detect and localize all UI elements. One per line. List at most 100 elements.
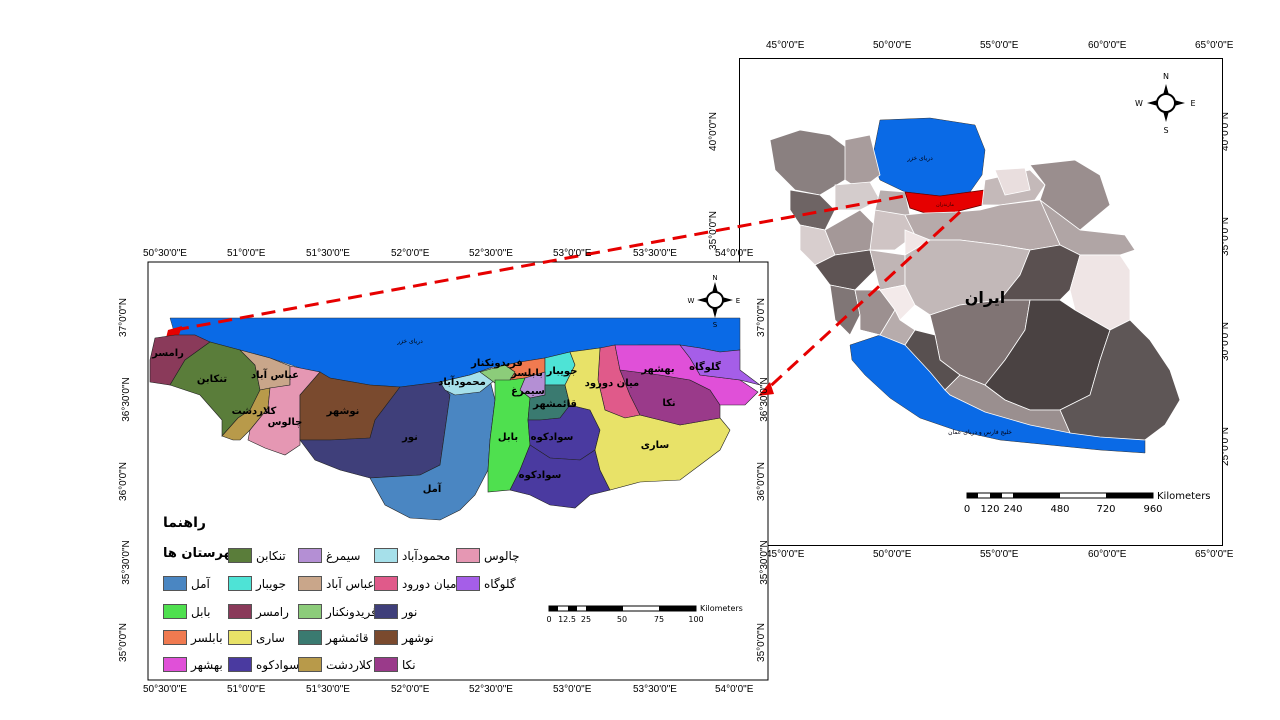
legend-label: سوادکوه [256,657,300,672]
svg-text:25: 25 [581,615,591,624]
lon-tick: 65°0'0"E [1195,549,1234,560]
legend-swatch [163,576,187,591]
legend-label: میان دورود [402,576,457,591]
label-ramsar: رامسر [151,348,184,359]
legend-label: نوشهر [402,630,434,645]
legend-swatch [228,604,252,619]
legend-label: سیمرغ [326,548,361,563]
lon-tick: 53°0'0"E [553,248,592,259]
legend-item: نکا [374,657,416,672]
svg-text:960: 960 [1143,504,1162,515]
lon-tick: 51°0'0"E [227,248,266,259]
caspian-label-small: دریای خزر [906,155,933,162]
legend-swatch [456,548,480,563]
legend-item: میان دورود [374,576,456,591]
mazandaran-counties [149,317,761,521]
legend-label: چالوس [484,548,520,563]
lon-tick: 50°0'0"E [873,549,912,560]
label-babol: بابل [498,432,518,443]
lon-tick: 50°0'0"E [873,40,912,51]
legend-swatch [374,548,398,563]
legend-label: نور [402,604,418,619]
svg-text:50: 50 [617,615,627,624]
north-label: N [1163,72,1169,81]
iran-provinces [769,117,1181,454]
legend-label: بابل [191,604,211,619]
legend-item: آمل [163,576,210,591]
legend-swatch [228,576,252,591]
label-qaemshahr: قائمشهر [532,399,577,410]
legend-label: کلاردشت [326,657,372,672]
legend-swatch [228,548,252,563]
lon-tick: 52°30'0"E [469,248,513,259]
south-label: S [1163,126,1168,135]
lon-tick: 53°0'0"E [553,684,592,695]
legend-item: سیمرغ [298,548,360,563]
svg-text:0: 0 [546,615,551,624]
legend-item: جویبار [228,576,286,591]
legend-item: بابلسر [163,630,223,645]
lon-tick: 45°0'0"E [766,40,805,51]
legend-swatch [298,630,322,645]
legend-label: گلوگاه [484,576,516,591]
legend-item: گلوگاه [456,576,516,591]
label-miandorud: میان دورود [585,378,640,389]
lon-tick: 51°30'0"E [306,684,350,695]
lon-tick: 51°30'0"E [306,248,350,259]
iran-scale-bar: 0 120 240 480 720 960 Kilometers [964,491,1211,515]
lon-tick: 52°0'0"E [391,248,430,259]
lon-tick: 60°0'0"E [1088,40,1127,51]
legend-label: بهشهر [191,657,223,672]
legend-item: قائمشهر [298,630,369,645]
lon-tick: 53°30'0"E [633,248,677,259]
lon-tick: 53°30'0"E [633,684,677,695]
label-nur: نور [401,432,418,443]
label-galugah: گلوگاه [689,360,721,373]
label-babolsar: بابلسر [510,368,543,379]
label-mahmudabad: محمودآباد [438,375,486,388]
label-fereydunkenar: فریدونکنار [470,358,523,369]
svg-text:0: 0 [964,504,970,515]
label-kelardasht: کلاردشت [232,406,277,417]
legend-swatch [374,630,398,645]
legend-label: جویبار [256,576,287,591]
svg-text:120: 120 [980,504,999,515]
svg-text:E: E [736,297,740,305]
legend-item: بهشهر [163,657,223,672]
legend-swatch [163,630,187,645]
legend-swatch [374,604,398,619]
svg-text:12.5: 12.5 [558,615,576,624]
west-label: W [1135,99,1143,108]
legend-swatch [456,576,480,591]
legend-item: بابل [163,604,210,619]
legend-swatch [298,548,322,563]
legend-item: سوادکوه [228,657,299,672]
legend-item: ساری [228,630,285,645]
legend-item: نور [374,604,417,619]
lon-tick: 60°0'0"E [1088,549,1127,560]
lon-tick: 54°0'0"E [715,248,754,259]
legend-item: تنکابن [228,548,286,563]
east-label: E [1190,99,1195,108]
maz-north-arrow-icon: N S W E [688,274,741,329]
lon-tick: 50°30'0"E [143,248,187,259]
svg-text:W: W [688,297,695,305]
legend-label: محمودآباد [402,548,451,563]
legend-swatch [374,576,398,591]
legend-item: رامسر [228,604,289,619]
legend-swatch [228,657,252,672]
legend-label: بابلسر [191,630,223,645]
legend-swatch [374,657,398,672]
lat-tick: 35°0'0"N [117,623,129,662]
county-labels: رامسر تنکابن عباس آباد کلاردشت چالوس نوش… [151,348,721,495]
legend-swatch [163,657,187,672]
legend-label: نکا [402,657,416,672]
label-abbasabad: عباس آباد [251,368,299,381]
legend-label: فریدونکنار [326,604,377,619]
gulf-label: خلیج فارس و دریای عمان [948,429,1012,436]
label-tonekabon: تنکابن [197,374,227,385]
label-juybar: جویبار [546,366,578,377]
svg-text:Kilometers: Kilometers [700,604,743,613]
iran-north-arrow-icon: N S W E [1135,72,1195,135]
lat-tick: 35°30'0"N [758,540,770,585]
